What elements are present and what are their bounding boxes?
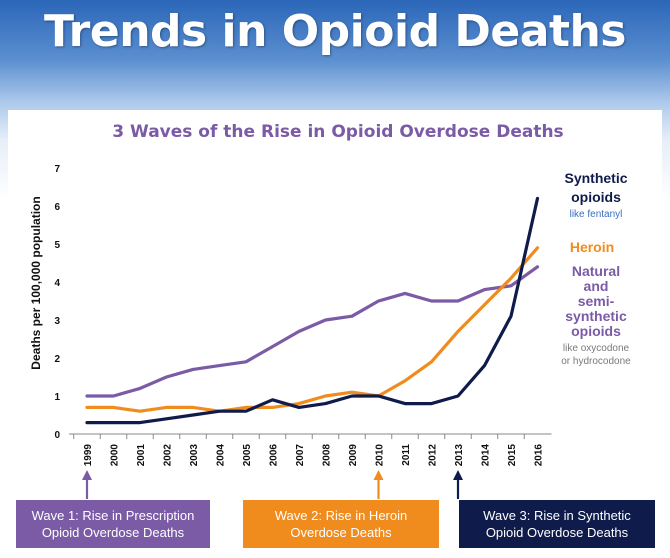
series-label-prescription: Natural <box>572 263 620 279</box>
y-tick-label: 4 <box>54 278 60 289</box>
wave-arrows <box>82 470 463 499</box>
series-label-prescription: opioids <box>571 323 621 339</box>
x-tick-label: 2006 <box>269 444 280 467</box>
callout-wave-3-line-1: Wave 3: Rise in Synthetic <box>483 508 631 523</box>
callout-wave-2: Wave 2: Rise in Heroin Overdose Deaths <box>243 500 439 548</box>
chart-title: 3 Waves of the Rise in Opioid Overdose D… <box>112 122 563 142</box>
series-label-prescription: semi- <box>578 293 615 309</box>
series-label-heroin: Heroin <box>570 239 614 255</box>
x-tick-label: 2009 <box>348 444 359 467</box>
series-label-prescription: synthetic <box>565 308 627 324</box>
callout-wave-3: Wave 3: Rise in Synthetic Opioid Overdos… <box>459 500 655 548</box>
callout-wave-3-line-2: Opioid Overdose Deaths <box>485 525 629 540</box>
y-tick-label: 7 <box>54 164 60 175</box>
y-axis-label: Deaths per 100,000 population <box>29 196 43 369</box>
series-line-synthetic <box>85 196 540 425</box>
page-title: Trends in Opioid Deaths <box>44 6 626 57</box>
y-tick-label: 2 <box>54 354 60 365</box>
callout-wave-1-text: Wave 1: Rise in Prescription Opioid Over… <box>32 507 195 541</box>
callout-wave-1-line-2: Opioid Overdose Deaths <box>41 525 185 540</box>
chart-axes: 0 1 2 3 4 5 6 7 1999 2000 2001 2002 2003 2004 2005 2006… <box>54 164 552 467</box>
chart-series <box>85 196 540 425</box>
series-label-synthetic: opioids <box>571 189 621 205</box>
y-tick-label: 6 <box>54 202 60 213</box>
y-tick-label: 3 <box>54 316 60 327</box>
x-tick-label: 2001 <box>136 444 147 467</box>
series-label-prescription: and <box>584 278 609 294</box>
wave-arrowhead-wave2 <box>373 470 384 480</box>
callout-wave-2-line-2: Overdose Deaths <box>290 525 392 540</box>
x-tick-label: 2000 <box>110 444 121 467</box>
series-label-synthetic: Synthetic <box>564 170 627 186</box>
x-tick-label: 2010 <box>375 444 386 467</box>
y-tick-label: 1 <box>54 392 60 403</box>
series-note-synthetic: like fentanyl <box>570 209 623 220</box>
y-tick-label: 0 <box>54 430 60 441</box>
series-line-heroin <box>85 246 540 413</box>
x-tick-label: 2011 <box>401 444 412 466</box>
x-tick-label: 2002 <box>163 444 174 467</box>
wave-arrowhead-wave1 <box>82 470 92 480</box>
callout-wave-1: Wave 1: Rise in Prescription Opioid Over… <box>16 500 210 548</box>
x-tick-label: 2013 <box>454 444 465 467</box>
y-tick-label: 5 <box>54 240 60 251</box>
callout-wave-3-text: Wave 3: Rise in Synthetic Opioid Overdos… <box>483 507 631 541</box>
series-note-prescription: or hydrocodone <box>561 356 631 367</box>
x-tick-label: 2015 <box>507 444 518 467</box>
x-tick-label: 2005 <box>242 444 253 467</box>
x-tick-label: 2016 <box>534 444 545 467</box>
x-tick-label: 2004 <box>216 444 227 467</box>
callout-wave-2-line-1: Wave 2: Rise in Heroin <box>274 508 408 523</box>
chart-panel <box>8 110 662 558</box>
x-tick-label: 2007 <box>295 444 306 467</box>
series-line-prescription <box>85 265 540 398</box>
callout-wave-2-text: Wave 2: Rise in Heroin Overdose Deaths <box>275 507 407 541</box>
x-tick-label: 2014 <box>481 444 492 467</box>
x-tick-label: 2012 <box>428 444 439 467</box>
x-tick-label: 1999 <box>83 444 94 467</box>
callout-wave-1-line-1: Wave 1: Rise in Prescription <box>31 508 195 523</box>
x-tick-label: 2008 <box>322 444 333 467</box>
series-note-prescription: like oxycodone <box>563 343 630 354</box>
wave-arrowhead-wave3 <box>453 470 463 480</box>
x-tick-label: 2003 <box>189 444 200 467</box>
